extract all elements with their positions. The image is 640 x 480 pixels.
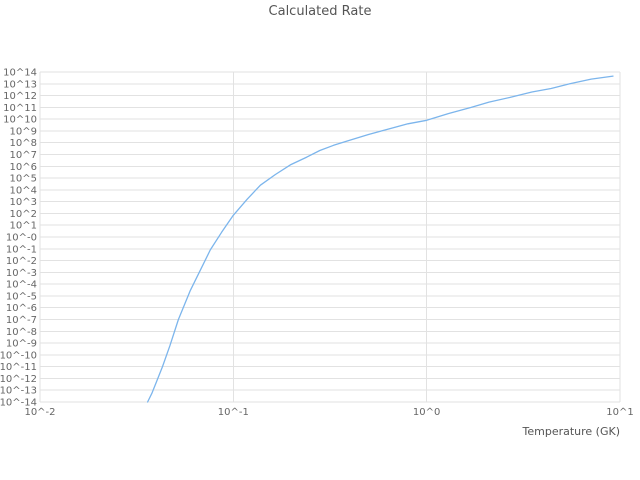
y-tick-label: 10^-7 (6, 315, 37, 326)
x-tick-label: 10^1 (606, 407, 633, 418)
y-tick-label: 10^-11 (0, 362, 37, 373)
y-tick-label: 10^-12 (0, 374, 37, 385)
y-tick-label: 10^1 (10, 221, 37, 232)
y-tick-label: 10^-2 (6, 256, 37, 267)
y-tick-label: 10^11 (3, 103, 37, 114)
series-line-calculated-rate (146, 75, 614, 403)
y-tick-label: 10^12 (3, 91, 37, 102)
y-tick-label: 10^-1 (6, 244, 37, 255)
y-tick-label: 10^14 (3, 68, 37, 79)
x-tick-label: 10^0 (413, 407, 440, 418)
x-tick-label: 10^-2 (24, 407, 55, 418)
y-tick-label: 10^4 (10, 185, 37, 196)
y-tick-label: 10^5 (10, 174, 37, 185)
y-tick-label: 10^7 (10, 150, 37, 161)
y-tick-label: 10^9 (10, 126, 37, 137)
y-tick-label: 10^10 (3, 115, 37, 126)
y-tick-label: 10^-6 (6, 303, 37, 314)
y-tick-label: 10^8 (10, 138, 37, 149)
y-tick-label: 10^-4 (6, 280, 37, 291)
y-tick-label: 10^-5 (6, 291, 37, 302)
y-tick-label: 10^-10 (0, 350, 37, 361)
x-tick-label: 10^-1 (218, 407, 249, 418)
y-tick-label: 10^-9 (6, 339, 37, 350)
y-tick-label: 10^-0 (6, 233, 37, 244)
y-tick-label: 10^-14 (0, 398, 37, 409)
chart-title: Calculated Rate (268, 4, 372, 19)
x-axis-title: Temperature (GK) (522, 425, 621, 438)
y-tick-label: 10^-13 (0, 386, 37, 397)
y-tick-label: 10^2 (10, 209, 37, 220)
y-tick-label: 10^-8 (6, 327, 37, 338)
y-tick-label: 10^13 (3, 79, 37, 90)
y-tick-label: 10^-3 (6, 268, 37, 279)
y-tick-label: 10^6 (10, 162, 37, 173)
y-tick-label: 10^3 (10, 197, 37, 208)
